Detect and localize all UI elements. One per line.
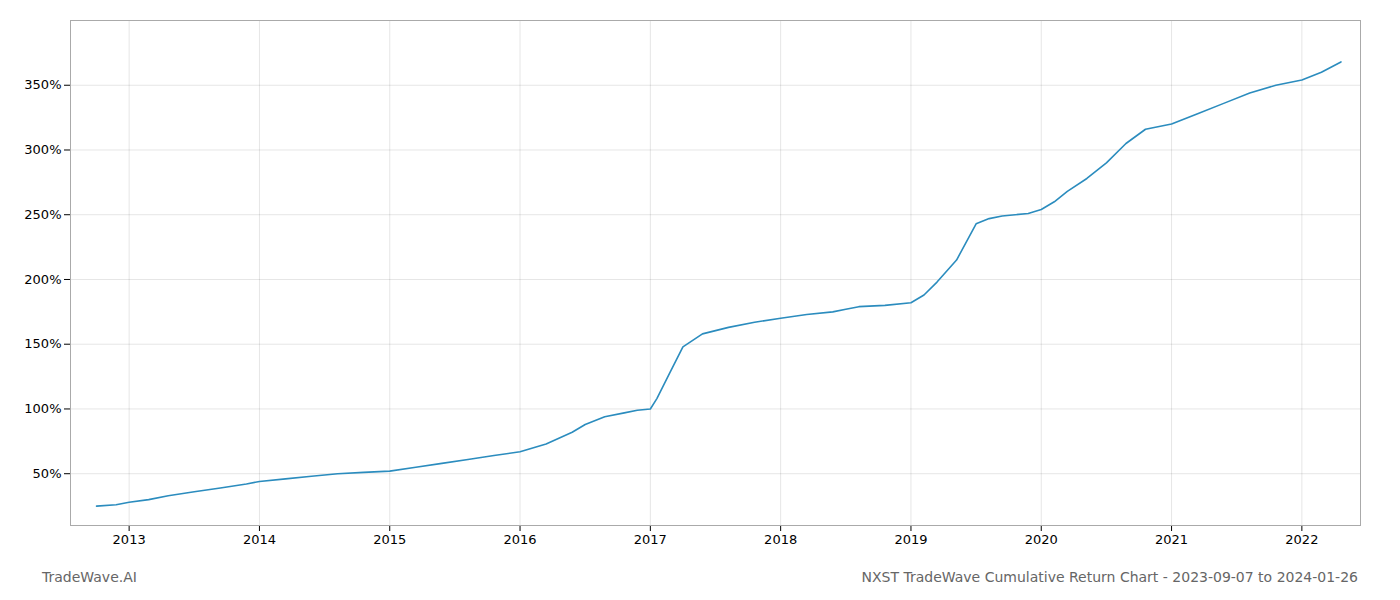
svg-text:2021: 2021 xyxy=(1155,532,1188,547)
svg-text:2018: 2018 xyxy=(764,532,797,547)
svg-text:350%: 350% xyxy=(24,77,61,92)
svg-text:2022: 2022 xyxy=(1285,532,1318,547)
svg-text:100%: 100% xyxy=(24,401,61,416)
svg-text:2016: 2016 xyxy=(503,532,536,547)
svg-text:150%: 150% xyxy=(24,336,61,351)
svg-text:2019: 2019 xyxy=(894,532,927,547)
svg-text:2014: 2014 xyxy=(243,532,276,547)
svg-text:2015: 2015 xyxy=(373,532,406,547)
html-text:TradeWave.AI: TradeWave.AI xyxy=(42,569,137,585)
svg-text:2020: 2020 xyxy=(1025,532,1058,547)
html-text:NXST TradeWave Cumulative Retu: NXST TradeWave Cumulative Return Chart -… xyxy=(861,569,1358,585)
svg-text:300%: 300% xyxy=(24,142,61,157)
svg-text:250%: 250% xyxy=(24,207,61,222)
svg-text:50%: 50% xyxy=(33,466,62,481)
svg-text:200%: 200% xyxy=(24,272,61,287)
svg-text:2013: 2013 xyxy=(113,532,146,547)
svg-text:2017: 2017 xyxy=(634,532,667,547)
